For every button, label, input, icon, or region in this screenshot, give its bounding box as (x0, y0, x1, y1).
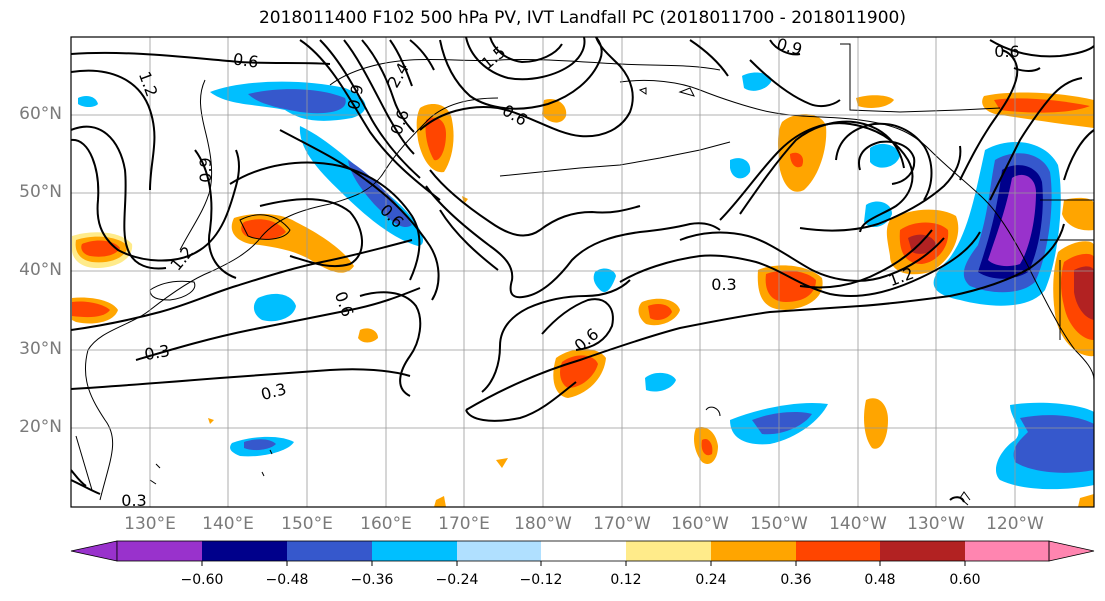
colorbar-segment (711, 541, 796, 561)
lon-label: 130°W (907, 514, 965, 534)
lon-label: 180°W (514, 514, 572, 534)
negative-anomaly-fill (78, 72, 1094, 490)
lat-label: 60°N (19, 104, 62, 124)
contour-label: 0.3 (711, 275, 736, 294)
colorbar-segment (541, 541, 626, 561)
colorbar-segment (457, 541, 541, 561)
lon-label: 140°W (829, 514, 887, 534)
colorbar-segment (117, 541, 202, 561)
contour-label: 0.9 (344, 83, 367, 111)
colorbar-segment (796, 541, 880, 561)
lon-label: 140°E (202, 514, 254, 534)
colorbar-tick-label: 0.12 (610, 572, 642, 588)
map-area: 0.6 1.2 0.9 2.4 1.5 0.6 0.6 0.9 0.6 0.9 … (71, 34, 1094, 510)
positive-anomaly-fill (72, 92, 1094, 507)
colorbar-tick-label: −0.48 (265, 572, 309, 588)
colorbar-tick-label: 0.60 (949, 572, 981, 588)
lon-label: 170°W (593, 514, 651, 534)
lat-label: 50°N (19, 182, 62, 202)
colorbar-tick-label: −0.36 (350, 572, 394, 588)
contour-label: 0.9 (775, 34, 805, 59)
contour-label: 0.3 (143, 341, 171, 364)
contour-label: 0.9 (196, 157, 215, 182)
colorbar-segment (202, 541, 287, 561)
colorbar-segment (287, 541, 372, 561)
contour-label: 0.6 (994, 42, 1019, 61)
coastlines (75, 43, 1094, 506)
graticule (71, 37, 1094, 507)
lon-label: 150°E (281, 514, 333, 534)
lon-label: 130°E (124, 514, 176, 534)
colorbar (70, 540, 1095, 566)
colorbar-segment (626, 541, 711, 561)
colorbar-segment (880, 541, 965, 561)
lon-label: 150°W (750, 514, 808, 534)
lon-label: 170°E (438, 514, 490, 534)
colorbar-tick-label: −0.12 (519, 572, 563, 588)
lon-label: 160°W (671, 514, 729, 534)
pv-contours (71, 37, 1094, 503)
lon-label: 160°E (360, 514, 412, 534)
colorbar-tick-label: 0.36 (780, 572, 812, 588)
lon-label: 120°W (986, 514, 1044, 534)
lat-label: 20°N (19, 417, 62, 437)
colorbar-segment (372, 541, 457, 561)
colorbar-segment (965, 541, 1049, 561)
colorbar-extend-low (70, 540, 118, 562)
colorbar-tick-label: 0.24 (695, 572, 727, 588)
lat-label: 30°N (19, 339, 62, 359)
map-title: 2018011400 F102 500 hPa PV, IVT Landfall… (258, 8, 906, 28)
colorbar-tick-label: −0.24 (435, 572, 479, 588)
colorbar-tick-label: −0.60 (180, 572, 224, 588)
colorbar-tick-label: 0.48 (864, 572, 896, 588)
contour-label: 0.3 (121, 491, 146, 510)
colorbar-extend-high (1048, 540, 1095, 562)
contour-label: 0.6 (232, 49, 260, 71)
lat-label: 40°N (19, 260, 62, 280)
